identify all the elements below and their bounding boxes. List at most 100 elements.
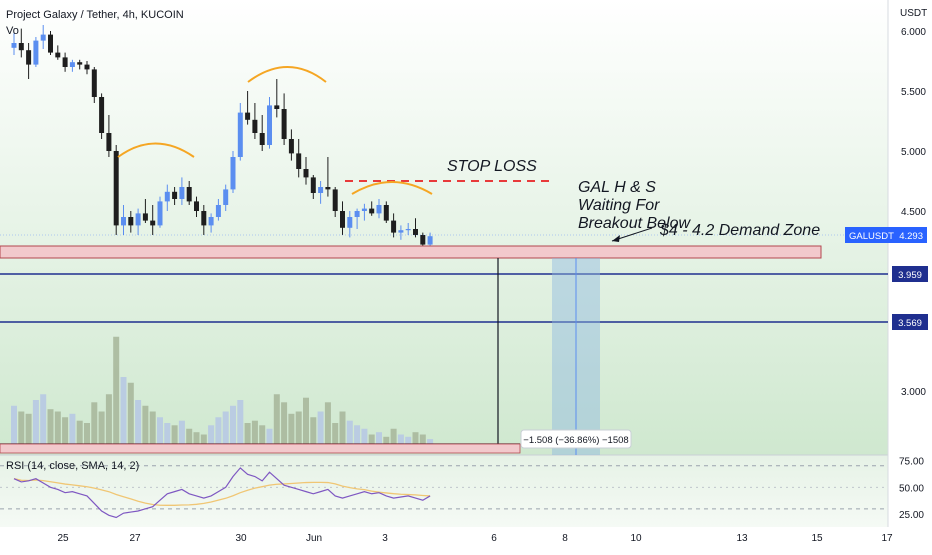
right-shoulder-arc xyxy=(351,181,433,195)
volume-bar xyxy=(237,400,244,446)
volume-bar xyxy=(376,432,382,446)
volume-bar xyxy=(69,413,76,446)
candle-body xyxy=(194,201,199,211)
candle-body xyxy=(113,151,119,226)
volume-bar xyxy=(98,411,105,446)
volume-bar xyxy=(332,423,339,446)
price-tick: 3.000 xyxy=(901,387,926,398)
volume-bar xyxy=(368,434,375,446)
time-tick: 6 xyxy=(491,533,497,544)
candles xyxy=(11,25,433,250)
left-shoulder-arc xyxy=(117,142,195,158)
stop-loss-label: STOP LOSS xyxy=(447,158,537,175)
candle-body xyxy=(186,187,192,202)
volume-bar xyxy=(251,420,258,446)
volume-bar xyxy=(244,423,251,446)
candle-body xyxy=(310,177,316,193)
candle-body xyxy=(245,112,251,120)
price-tag-value: 4.293 xyxy=(899,231,923,242)
volume-bar xyxy=(281,402,288,446)
candle-body xyxy=(259,133,265,145)
time-tick: Jun xyxy=(306,533,322,544)
candle-body xyxy=(55,52,61,58)
candle-body xyxy=(179,187,185,199)
volume-bar xyxy=(113,336,120,446)
volume-bar xyxy=(295,411,302,446)
volume-bar xyxy=(324,402,331,446)
candle-body xyxy=(201,211,207,226)
candle-body xyxy=(420,235,426,245)
price-tick: 4.500 xyxy=(901,207,926,218)
candle-body xyxy=(18,43,24,51)
price-axis: 6.000 5.500 5.000 4.500 3.000 GALUSDT 4.293 3.9… xyxy=(845,27,928,398)
volume-bar xyxy=(186,428,193,446)
time-tick: 13 xyxy=(736,533,748,544)
candle-body xyxy=(208,217,214,226)
head-arc xyxy=(247,66,327,83)
pattern-label-line: GAL H & S xyxy=(578,179,656,196)
volume-bar xyxy=(149,411,156,446)
volume-bar xyxy=(427,439,434,446)
volume-label: Vo xyxy=(6,25,19,37)
candle-body xyxy=(376,205,382,214)
candle-body xyxy=(398,230,404,233)
price-tick: 5.000 xyxy=(901,147,926,158)
volume-bar xyxy=(230,405,236,446)
volume-bar xyxy=(208,425,215,446)
volume-bar xyxy=(62,417,69,446)
time-tick: 30 xyxy=(235,533,247,544)
volume-bar xyxy=(259,425,266,446)
time-axis: 25 27 30 Jun 3 6 8 10 13 15 17 xyxy=(57,533,893,544)
candle-body xyxy=(48,34,53,53)
volume-bar xyxy=(383,436,390,446)
chart-title: Project Galaxy / Tether, 4h, KUCOIN xyxy=(6,9,184,21)
rsi-tick: 75.00 xyxy=(899,456,924,467)
level-tag-bg xyxy=(892,266,928,282)
volume-bar xyxy=(120,377,127,446)
volume-bar xyxy=(200,434,207,446)
volume-bar xyxy=(32,400,39,446)
candle-body xyxy=(77,62,83,65)
candle-body xyxy=(172,191,178,199)
candle-body xyxy=(135,213,141,226)
candle-body xyxy=(237,112,243,157)
volume-bar xyxy=(303,397,309,446)
candle-body xyxy=(361,208,367,211)
volume-bar xyxy=(157,417,163,446)
candle-body xyxy=(99,97,105,133)
candle-body xyxy=(223,189,229,205)
volume-bar xyxy=(76,420,83,446)
price-tag-symbol: GALUSDT xyxy=(849,231,894,242)
candle-body xyxy=(164,191,170,202)
volume-bar xyxy=(288,413,295,446)
level-tag-value: 3.569 xyxy=(898,318,922,329)
volume-bar xyxy=(127,382,134,446)
measure-box xyxy=(520,429,632,449)
pattern-label-line: Breakout Below xyxy=(578,215,692,232)
time-tick: 27 xyxy=(129,533,141,544)
candle-body xyxy=(33,40,39,65)
volume-bar xyxy=(361,428,368,446)
price-tick: 6.000 xyxy=(901,27,926,38)
price-tag-bg xyxy=(845,227,927,243)
volume-bar xyxy=(142,405,149,446)
time-tick: 8 xyxy=(562,533,568,544)
candle-body xyxy=(84,64,90,70)
volume-bar xyxy=(215,417,222,446)
candle-body xyxy=(325,187,331,190)
volume-bar xyxy=(193,432,200,446)
volume-bar xyxy=(18,411,25,446)
demand-zone xyxy=(0,245,822,259)
candle-body xyxy=(296,153,302,169)
candle-body xyxy=(391,220,397,233)
candle-body xyxy=(157,201,163,226)
time-tick: 25 xyxy=(57,533,69,544)
candle-body xyxy=(252,119,258,133)
volume-bar xyxy=(390,428,397,446)
rsi-tick: 50.00 xyxy=(899,483,924,494)
volume-bar xyxy=(339,411,346,446)
volume-bar xyxy=(397,434,404,446)
candle-body xyxy=(274,105,280,109)
